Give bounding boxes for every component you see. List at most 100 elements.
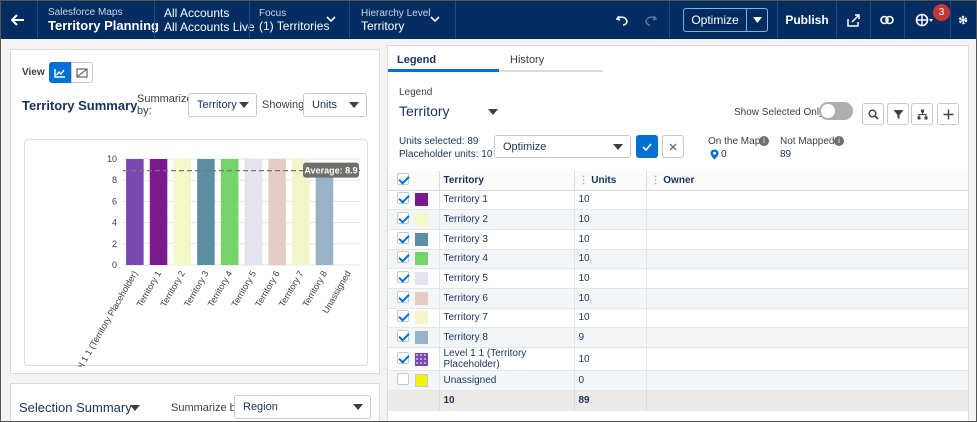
row-checkbox-cell[interactable] [388, 229, 415, 250]
territory-name[interactable]: Territory 6 [443, 292, 488, 304]
column-owner[interactable]: ⋮ Owner [645, 171, 968, 191]
territory-color-swatch[interactable] [415, 213, 428, 227]
optimize-select[interactable]: Optimize [494, 135, 631, 158]
selection-summarize-select[interactable]: Region [234, 395, 371, 419]
territory-name[interactable]: Level 1 1 (Territory Placeholder) [443, 348, 527, 370]
row-checkbox[interactable] [397, 372, 409, 385]
show-selected-only-toggle[interactable] [819, 102, 853, 120]
legend-value[interactable]: Territory [399, 103, 450, 119]
table-row[interactable]: Level 1 1 (Territory Placeholder) 10 [388, 347, 968, 371]
territory-name[interactable]: Territory 8 [443, 332, 488, 344]
select-all-cell[interactable] [388, 171, 415, 191]
tab-history[interactable]: History [499, 46, 603, 72]
territory-name[interactable]: Territory 1 [443, 194, 488, 206]
add-button[interactable] [937, 103, 959, 125]
territory-name-cell[interactable]: Territory 3 [438, 229, 574, 250]
table-row[interactable]: Territory 6 10 [388, 288, 968, 309]
territory-color-swatch[interactable] [415, 352, 428, 366]
territory-color-swatch[interactable] [415, 373, 428, 387]
territory-name-cell[interactable]: Level 1 1 (Territory Placeholder) [438, 347, 574, 371]
territory-name-cell[interactable]: Territory 6 [438, 288, 574, 309]
territory-color-swatch[interactable] [415, 232, 428, 246]
territory-name[interactable]: Territory 2 [443, 214, 488, 226]
row-checkbox-cell[interactable] [388, 209, 415, 230]
optimize-menu-button[interactable] [746, 8, 768, 32]
territory-name[interactable]: Territory 4 [443, 253, 488, 265]
territory-name[interactable]: Territory 3 [443, 233, 488, 245]
territory-name-cell[interactable]: Territory 1 [438, 190, 574, 211]
settings-button[interactable] [954, 11, 972, 29]
table-row[interactable]: Territory 4 10 [388, 249, 968, 270]
redo-button[interactable] [642, 11, 660, 29]
column-units[interactable]: ⋮ Units [573, 171, 646, 191]
row-checkbox[interactable] [397, 192, 409, 205]
row-checkbox[interactable] [397, 231, 409, 244]
territory-name-cell[interactable]: Territory 7 [438, 308, 574, 329]
row-checkbox-cell[interactable] [388, 327, 415, 348]
table-row[interactable]: Territory 7 10 [388, 308, 968, 329]
row-checkbox-cell[interactable] [388, 249, 415, 270]
row-checkbox[interactable] [397, 351, 409, 364]
row-checkbox[interactable] [397, 251, 409, 264]
table-row[interactable]: Territory 5 10 [388, 268, 968, 289]
row-checkbox-cell[interactable] [388, 190, 415, 211]
search-button[interactable] [862, 103, 884, 125]
territory-color-swatch[interactable] [415, 252, 428, 266]
territory-name-cell[interactable]: Territory 4 [438, 249, 574, 270]
territory-color-swatch[interactable] [415, 331, 428, 345]
optimize-button[interactable]: Optimize [683, 8, 747, 32]
territory-name-cell[interactable]: Territory 2 [438, 209, 574, 230]
apply-button[interactable] [636, 135, 658, 158]
undo-button[interactable] [613, 11, 631, 29]
select-all-checkbox[interactable] [397, 172, 409, 185]
territory-name[interactable]: Territory 5 [443, 273, 488, 285]
row-checkbox[interactable] [397, 330, 409, 343]
row-checkbox-cell[interactable] [388, 347, 415, 371]
chevron-down-icon[interactable] [430, 14, 440, 24]
chevron-down-icon[interactable] [326, 14, 336, 24]
summarize-by-select[interactable]: Territory [188, 93, 257, 117]
row-checkbox-cell[interactable] [388, 268, 415, 289]
filter-button[interactable] [887, 103, 909, 125]
back-button[interactable] [7, 10, 29, 30]
row-checkbox[interactable] [397, 212, 409, 225]
row-checkbox-cell[interactable] [388, 308, 415, 329]
territory-color-swatch[interactable] [415, 311, 428, 325]
row-checkbox[interactable] [397, 310, 409, 323]
hierarchy-selector[interactable]: Hierarchy Level Territory [361, 1, 430, 39]
table-row[interactable]: Territory 8 9 [388, 327, 968, 348]
showing-select[interactable]: Units [303, 93, 367, 117]
table-row[interactable]: Territory 3 10 [388, 229, 968, 250]
chart-view-button[interactable] [49, 62, 71, 83]
row-checkbox[interactable] [397, 290, 409, 303]
territory-color-swatch[interactable] [415, 193, 428, 207]
accounts-selector[interactable]: All Accounts All Accounts Live [164, 1, 255, 39]
cancel-button[interactable] [662, 135, 684, 158]
table-row[interactable]: Territory 2 10 [388, 209, 968, 230]
hierarchy-button[interactable] [911, 103, 933, 125]
publish-button[interactable]: Publish [785, 13, 829, 27]
territory-name[interactable]: Territory 7 [443, 312, 488, 324]
notification-badge[interactable]: 3 [933, 4, 950, 21]
column-territory[interactable]: Territory [438, 171, 574, 191]
territory-name-cell[interactable]: Territory 5 [438, 268, 574, 289]
map-view-button[interactable] [71, 62, 93, 83]
selection-summary-toggle[interactable] [130, 405, 140, 411]
table-row[interactable]: Territory 1 10 [388, 190, 968, 211]
territory-name-cell[interactable]: Unassigned [438, 370, 574, 391]
territory-name[interactable]: Unassigned [443, 374, 497, 386]
table-header: Territory ⋮ Units ⋮ Owner [388, 171, 968, 191]
row-checkbox[interactable] [397, 271, 409, 284]
row-checkbox-cell[interactable] [388, 288, 415, 309]
legend-select-caret[interactable] [488, 109, 498, 115]
territory-color-swatch[interactable] [415, 272, 428, 286]
territory-color-swatch[interactable] [415, 291, 428, 305]
table-row[interactable]: Unassigned 0 [388, 370, 968, 391]
row-checkbox-cell[interactable] [388, 370, 415, 391]
tab-legend[interactable]: Legend [388, 46, 499, 72]
help-button[interactable] [913, 11, 935, 29]
territory-name-cell[interactable]: Territory 8 [438, 327, 574, 348]
link-button[interactable] [878, 11, 896, 29]
share-button[interactable] [844, 11, 862, 29]
focus-selector[interactable]: Focus (1) Territories [259, 1, 329, 39]
